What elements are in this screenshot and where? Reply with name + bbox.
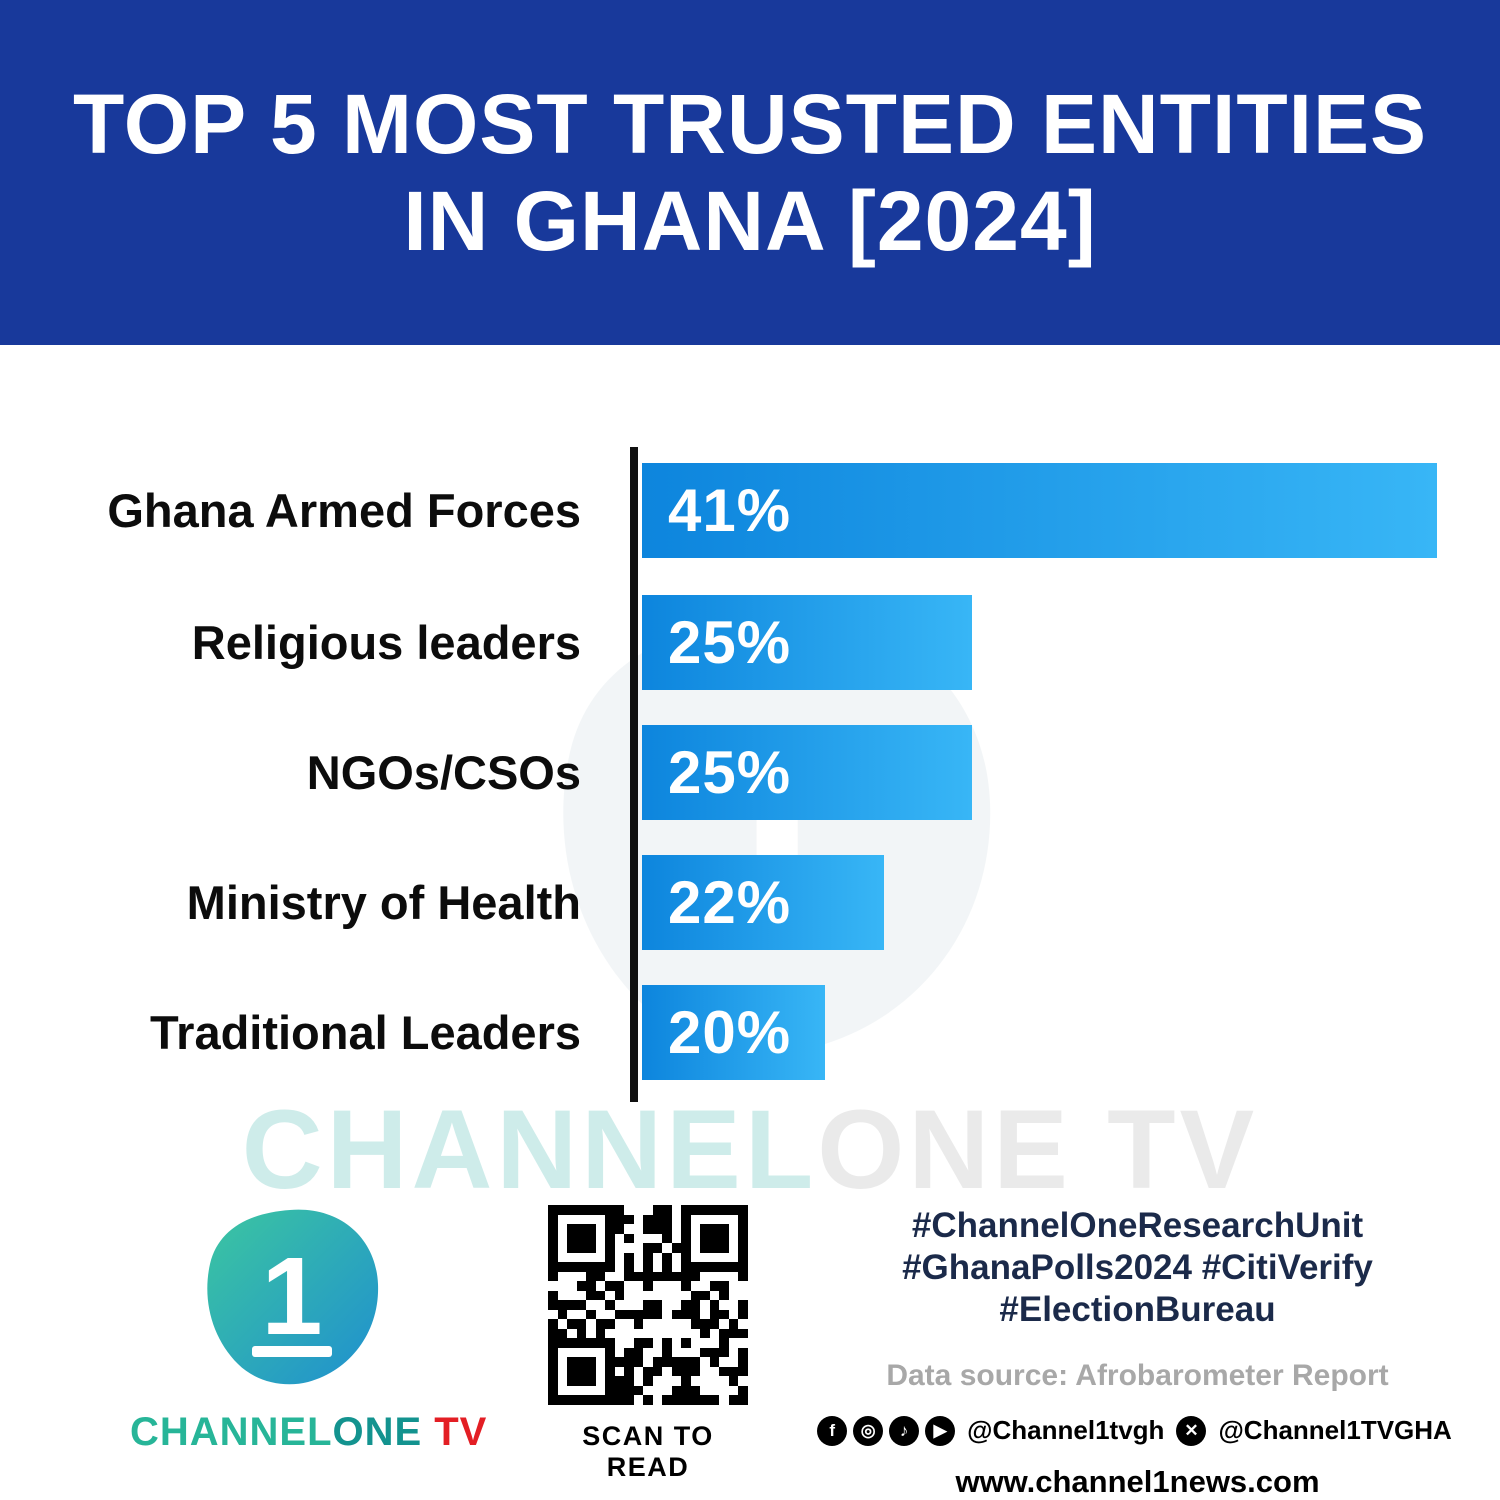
header-banner: TOP 5 MOST TRUSTED ENTITIES IN GHANA [20… (0, 0, 1500, 345)
bar-track: 22% (642, 855, 1437, 950)
wordmark-tv: TV (434, 1410, 488, 1454)
category-label: Traditional Leaders (150, 1006, 581, 1059)
category-label: Ghana Armed Forces (107, 484, 581, 537)
bar: 41% (642, 463, 1437, 558)
chart-row: Ghana Armed Forces 41% (0, 463, 1500, 558)
svg-text:1: 1 (261, 1235, 322, 1358)
hashtags: #ChannelOneResearchUnit #GhanaPolls2024 … (855, 1205, 1420, 1331)
qr-code (548, 1205, 748, 1405)
social-handle-2: @Channel1TVGHA (1218, 1415, 1452, 1445)
bar-track: 25% (642, 595, 1437, 690)
page-title-line2: IN GHANA [2024] (403, 173, 1097, 268)
value-label: 25% (668, 609, 792, 676)
value-label: 20% (668, 999, 792, 1066)
category-label: Religious leaders (191, 616, 581, 669)
data-source: Data source: Afrobarometer Report (886, 1359, 1389, 1392)
instagram-icon: ◎ (853, 1415, 884, 1446)
wordmark-one: ONE (332, 1410, 423, 1454)
chart-row: Traditional Leaders 20% (0, 985, 1500, 1080)
chart-row: Ministry of Health 22% (0, 855, 1500, 950)
hashtags-line2: #GhanaPolls2024 #CitiVerify (902, 1248, 1373, 1287)
channel-one-logo-icon: 1 (207, 1209, 379, 1385)
youtube-icon: ▶ (925, 1415, 956, 1446)
value-label: 22% (668, 869, 792, 936)
qr-block: SCAN TO READ (543, 1205, 753, 1483)
bar: 20% (642, 985, 825, 1080)
footer-info-block: #ChannelOneResearchUnit #GhanaPolls2024 … (817, 1205, 1452, 1500)
value-label: 25% (668, 739, 792, 806)
category-label: NGOs/CSOs (306, 746, 581, 799)
page-title-line1: TOP 5 MOST TRUSTED ENTITIES (72, 76, 1428, 171)
bar-chart: 1 Ghana Armed Forces 41% Religious leade… (0, 447, 1500, 1107)
hashtags-line1: #ChannelOneResearchUnit (911, 1206, 1364, 1245)
wordmark-channel: CHANNEL (130, 1410, 333, 1454)
bar: 25% (642, 595, 972, 690)
facebook-icon: f (817, 1415, 848, 1446)
bar-track: 25% (642, 725, 1437, 820)
bar: 25% (642, 725, 972, 820)
channel-one-logo-block: 1 CHANNELONE TV (130, 1198, 486, 1455)
social-handle-1: @Channel1tvgh (967, 1415, 1165, 1445)
value-label: 41% (668, 477, 792, 544)
qr-caption: SCAN TO READ (582, 1421, 714, 1482)
tiktok-icon: ♪ (889, 1415, 920, 1446)
bar: 22% (642, 855, 885, 950)
website-url: www.channel1news.com (955, 1464, 1320, 1499)
bar-track: 20% (642, 985, 1437, 1080)
y-axis-line (630, 447, 638, 1102)
category-label: Ministry of Health (186, 876, 581, 929)
channel-one-wordmark: CHANNELONE TV (130, 1410, 486, 1455)
chart-row: Religious leaders 25% (0, 595, 1500, 690)
chart-row: NGOs/CSOs 25% (0, 725, 1500, 820)
svg-text:1: 1 (687, 665, 854, 1001)
bar-track: 41% (642, 463, 1437, 558)
social-row: f ◎ ♪ ▶ @Channel1tvgh ✕ @Channel1TVGHA (817, 1415, 1452, 1446)
hashtags-line3: #ElectionBureau (999, 1290, 1276, 1329)
x-icon: ✕ (1176, 1415, 1207, 1446)
